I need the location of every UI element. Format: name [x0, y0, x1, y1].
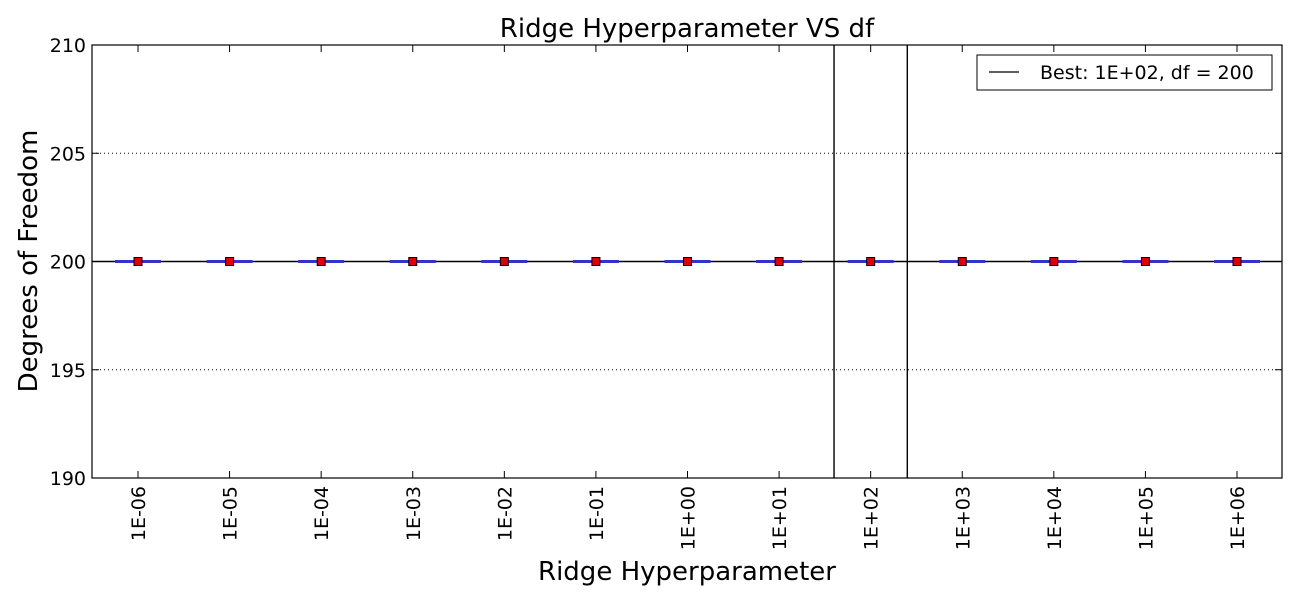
- x-tick-label: 1E+02: [861, 486, 883, 550]
- y-tick-label: 205: [50, 143, 86, 165]
- x-tick-label: 1E+06: [1227, 486, 1249, 550]
- tick-layer: 190 195 200 205 210 1E-06 1E-05 1E-04 1E-03 1E-02…: [50, 35, 1282, 550]
- mean-marker-1E+03: [957, 257, 967, 266]
- mean-marker-1E-06: [133, 257, 143, 266]
- x-tick-label: 1E-02: [494, 486, 516, 541]
- x-tick-label: 1E-01: [586, 486, 608, 541]
- x-tick-label: 1E+04: [1044, 486, 1066, 550]
- y-tick-label: 210: [50, 35, 86, 57]
- mean-marker-1E+05: [1140, 257, 1150, 266]
- y-tick-label: 200: [50, 252, 86, 274]
- y-axis-label: Degrees of Freedom: [14, 130, 44, 393]
- legend-box: [976, 54, 1273, 91]
- x-tick-label: 1E+03: [952, 486, 974, 550]
- legend: Best: 1E+02, df = 200: [976, 54, 1273, 91]
- x-tick-label: 1E+00: [678, 486, 700, 550]
- x-tick-label: 1E-05: [220, 486, 242, 541]
- mean-marker-1E-02: [499, 257, 509, 266]
- mean-marker-1E-03: [408, 257, 418, 266]
- mean-marker-1E-05: [225, 257, 235, 266]
- legend-best-label: Best: 1E+02, df = 200: [1040, 62, 1254, 84]
- mean-marker-1E+01: [774, 257, 784, 266]
- x-tick-label: 1E-03: [403, 486, 425, 541]
- x-tick-label: 1E-06: [128, 486, 150, 541]
- y-tick-label: 190: [50, 468, 86, 490]
- mean-marker-1E+00: [683, 257, 692, 266]
- mean-marker-1E-04: [316, 257, 326, 266]
- mean-marker-1E+04: [1049, 257, 1059, 266]
- chart-title: Ridge Hyperparameter VS df: [500, 14, 875, 44]
- x-tick-label: 1E+05: [1135, 486, 1157, 550]
- x-axis-label: Ridge Hyperparameter: [538, 557, 836, 587]
- mean-marker-1E+02: [866, 257, 876, 266]
- mean-marker-1E+06: [1232, 257, 1242, 266]
- mean-marker-1E-01: [591, 257, 601, 266]
- box-layer: [115, 257, 1260, 266]
- x-tick-label: 1E+01: [769, 486, 791, 550]
- x-tick-label: 1E-04: [311, 486, 333, 541]
- y-tick-label: 195: [50, 360, 86, 382]
